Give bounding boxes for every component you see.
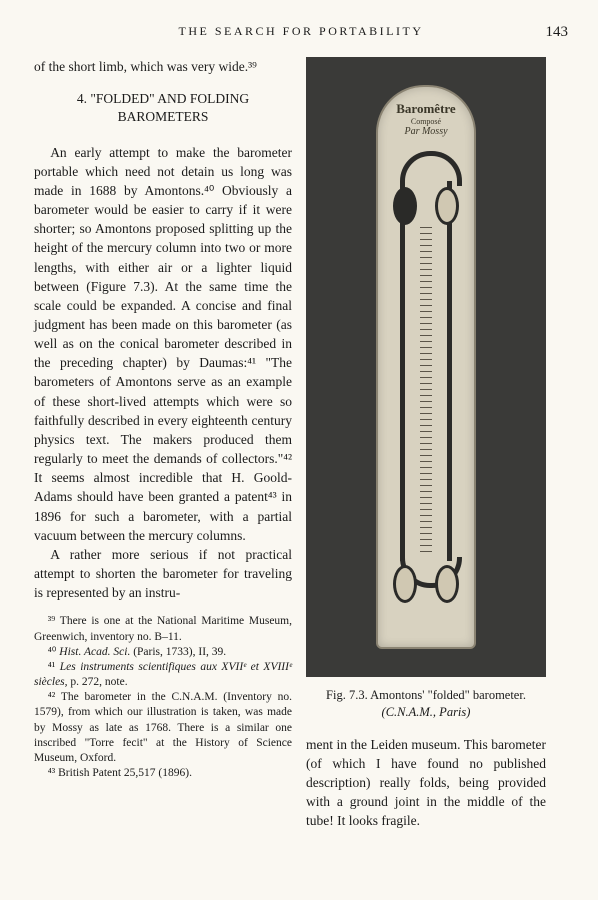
bulb-bottom-left bbox=[393, 565, 417, 603]
continuation-fragment: of the short limb, which was very wide.³… bbox=[34, 57, 292, 76]
two-column-layout: of the short limb, which was very wide.³… bbox=[34, 57, 568, 831]
right-body-text: ment in the Leiden museum. This baromete… bbox=[306, 735, 546, 831]
figure-caption: Fig. 7.3. Amontons' "folded" barometer. … bbox=[324, 687, 528, 721]
page-number: 143 bbox=[546, 24, 569, 41]
section-title: "FOLDED" AND FOLDING BAROMETERS bbox=[90, 91, 249, 124]
bulb-top-left bbox=[393, 187, 417, 225]
body-paragraph-2: A rather more serious if not practical a… bbox=[34, 545, 292, 602]
footnote-41: ⁴¹ Les instruments scientifiques aux XVI… bbox=[34, 660, 292, 690]
footnote-39: ³⁹ There is one at the National Maritime… bbox=[34, 614, 292, 644]
tube-top-bend bbox=[400, 151, 462, 186]
footnotes-block: ³⁹ There is one at the National Maritime… bbox=[34, 614, 292, 781]
running-head: THE SEARCH FOR PORTABILITY 143 bbox=[34, 24, 568, 39]
left-column: of the short limb, which was very wide.³… bbox=[34, 57, 292, 831]
section-number: 4. bbox=[77, 91, 87, 106]
body-paragraph-1: An early attempt to make the barometer p… bbox=[34, 143, 292, 545]
bulb-bottom-right bbox=[435, 565, 459, 603]
footnote-43: ⁴³ British Patent 25,517 (1896). bbox=[34, 766, 292, 781]
footnote-40: ⁴⁰ Hist. Acad. Sci. (Paris, 1733), II, 3… bbox=[34, 645, 292, 660]
tube-left bbox=[400, 181, 405, 561]
footnote-42: ⁴² The barometer in the C.N.A.M. (Invent… bbox=[34, 690, 292, 766]
barometer-illustration: Baromêtre Composé Par Mossy bbox=[376, 85, 476, 649]
figure-7-3: Baromêtre Composé Par Mossy bbox=[306, 57, 546, 677]
right-column: Baromêtre Composé Par Mossy Fig. 7 bbox=[306, 57, 546, 831]
running-head-text: THE SEARCH FOR PORTABILITY bbox=[179, 24, 424, 38]
bulb-top-right bbox=[435, 187, 459, 225]
barometer-inscription: Baromêtre Composé Par Mossy bbox=[378, 101, 474, 137]
continuation-paragraph: ment in the Leiden museum. This baromete… bbox=[306, 737, 546, 829]
section-heading: 4. "FOLDED" AND FOLDING BAROMETERS bbox=[34, 90, 292, 126]
barometer-scale bbox=[420, 227, 432, 557]
page: THE SEARCH FOR PORTABILITY 143 of the sh… bbox=[0, 0, 598, 900]
tube-right bbox=[447, 181, 452, 561]
